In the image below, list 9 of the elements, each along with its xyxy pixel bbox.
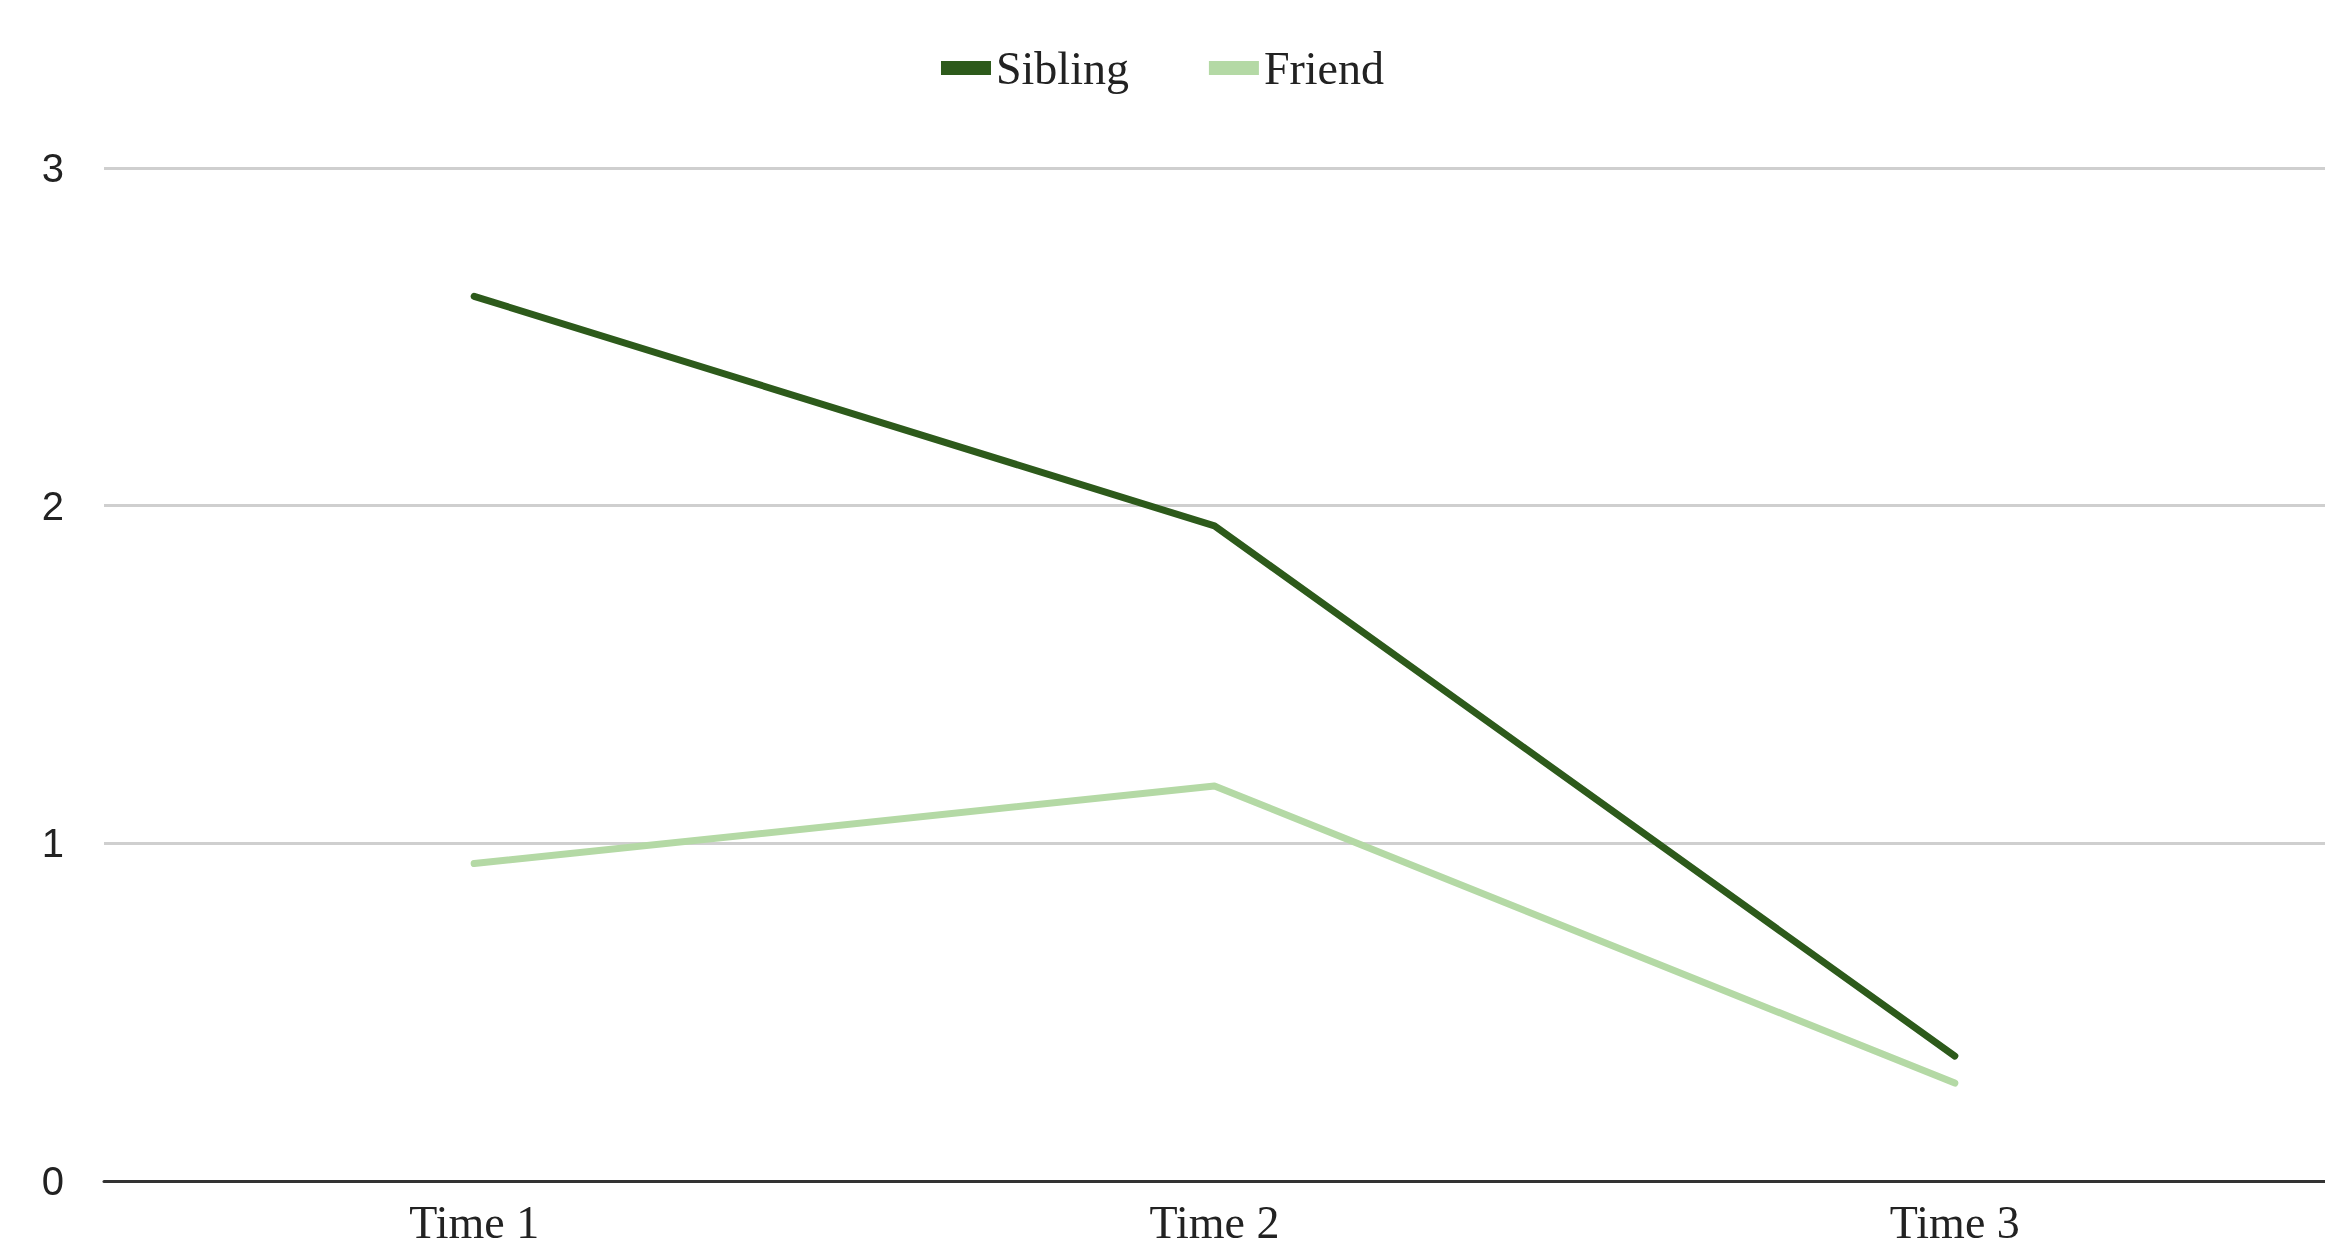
x-tick-label: Time 3 (1889, 1196, 2020, 1248)
x-tick-label: Time 1 (409, 1196, 540, 1248)
x-tick-label: Time 2 (1149, 1196, 1280, 1248)
y-tick-label: 0 (41, 1159, 64, 1203)
y-tick-label: 1 (41, 821, 64, 866)
legend-label: Sibling (995, 42, 1129, 94)
legend-label: Friend (1263, 42, 1385, 94)
y-tick-label: 3 (41, 146, 64, 190)
y-tick-label: 2 (41, 483, 64, 528)
